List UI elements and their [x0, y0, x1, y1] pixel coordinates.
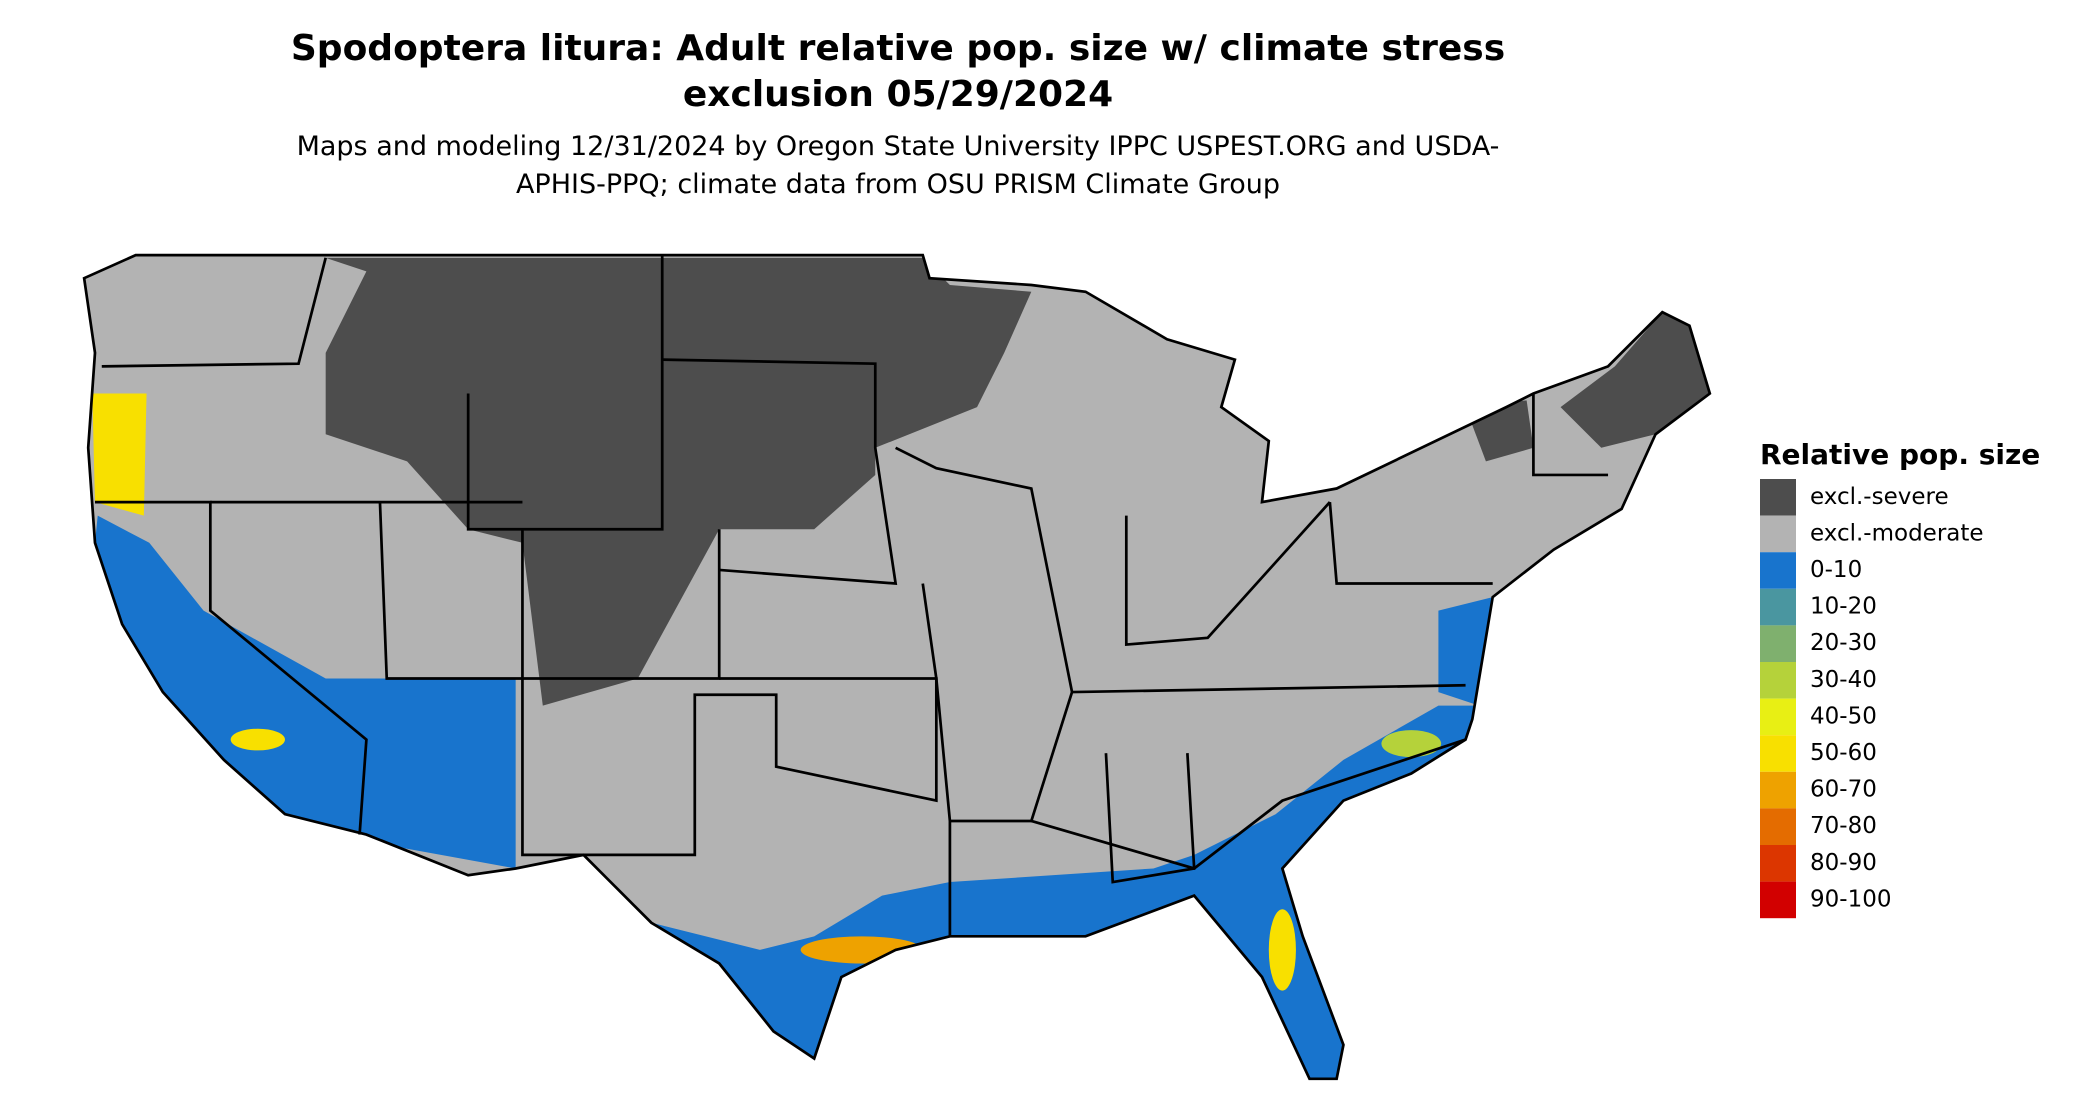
high-region — [1268, 909, 1296, 991]
border — [1328, 501, 1493, 585]
legend-label: excl.-moderate — [1810, 520, 1984, 546]
severe-region — [325, 257, 1032, 706]
legend-swatch — [1760, 698, 1796, 736]
legend-label: 50-60 — [1810, 740, 1877, 766]
legend-swatch — [1760, 662, 1796, 699]
state-borders — [82, 253, 1712, 1081]
legend-swatch — [1760, 588, 1796, 626]
legend-swatch — [1760, 881, 1796, 919]
border — [466, 255, 664, 531]
legend-label: 60-70 — [1810, 777, 1877, 803]
legend-swatch — [1760, 625, 1796, 662]
legend-swatch — [1760, 479, 1796, 516]
map-fill — [84, 255, 1710, 1079]
map — [82, 253, 1712, 1081]
border — [101, 257, 327, 368]
border — [1030, 738, 1466, 870]
mid-region — [1381, 730, 1442, 758]
low-region — [94, 515, 516, 869]
legend-swatch — [1760, 515, 1796, 553]
border — [1104, 753, 1196, 884]
border — [895, 446, 1074, 823]
high-region — [800, 936, 923, 964]
legend-swatch — [1760, 845, 1796, 882]
legend-label: excl.-severe — [1810, 484, 1949, 510]
border — [1532, 393, 1609, 477]
border — [921, 583, 952, 937]
legend-label: 80-90 — [1810, 850, 1877, 876]
legend-label: 10-20 — [1810, 594, 1877, 620]
border — [82, 253, 1712, 1081]
legend-label: 20-30 — [1810, 630, 1877, 656]
high-region — [92, 393, 147, 516]
legend-label: 90-100 — [1810, 886, 1891, 912]
severe-region — [1560, 312, 1710, 448]
high-region — [230, 728, 285, 751]
border — [1072, 683, 1466, 694]
border — [521, 529, 938, 857]
low-region — [583, 705, 1480, 1079]
legend-swatch — [1760, 771, 1796, 809]
map-title: Spodoptera litura: Adult relative pop. s… — [290, 28, 1506, 115]
legend-label: 30-40 — [1810, 667, 1877, 693]
legend-swatch — [1760, 552, 1796, 589]
border — [94, 500, 368, 835]
border — [662, 358, 898, 585]
legend-title: Relative pop. size — [1760, 438, 2040, 471]
map-subtitle: Maps and modeling 12/31/2024 by Oregon S… — [296, 131, 1500, 200]
border — [378, 502, 721, 680]
border — [1124, 501, 1331, 647]
legend: Relative pop. size excl.-severe excl.-mod… — [1760, 438, 2040, 919]
legend-swatch — [1760, 808, 1796, 845]
legend-swatch — [1760, 735, 1796, 772]
legend-label: 0-10 — [1810, 557, 1862, 583]
legend-label: 40-50 — [1810, 703, 1877, 729]
legend-label: 70-80 — [1810, 813, 1877, 839]
